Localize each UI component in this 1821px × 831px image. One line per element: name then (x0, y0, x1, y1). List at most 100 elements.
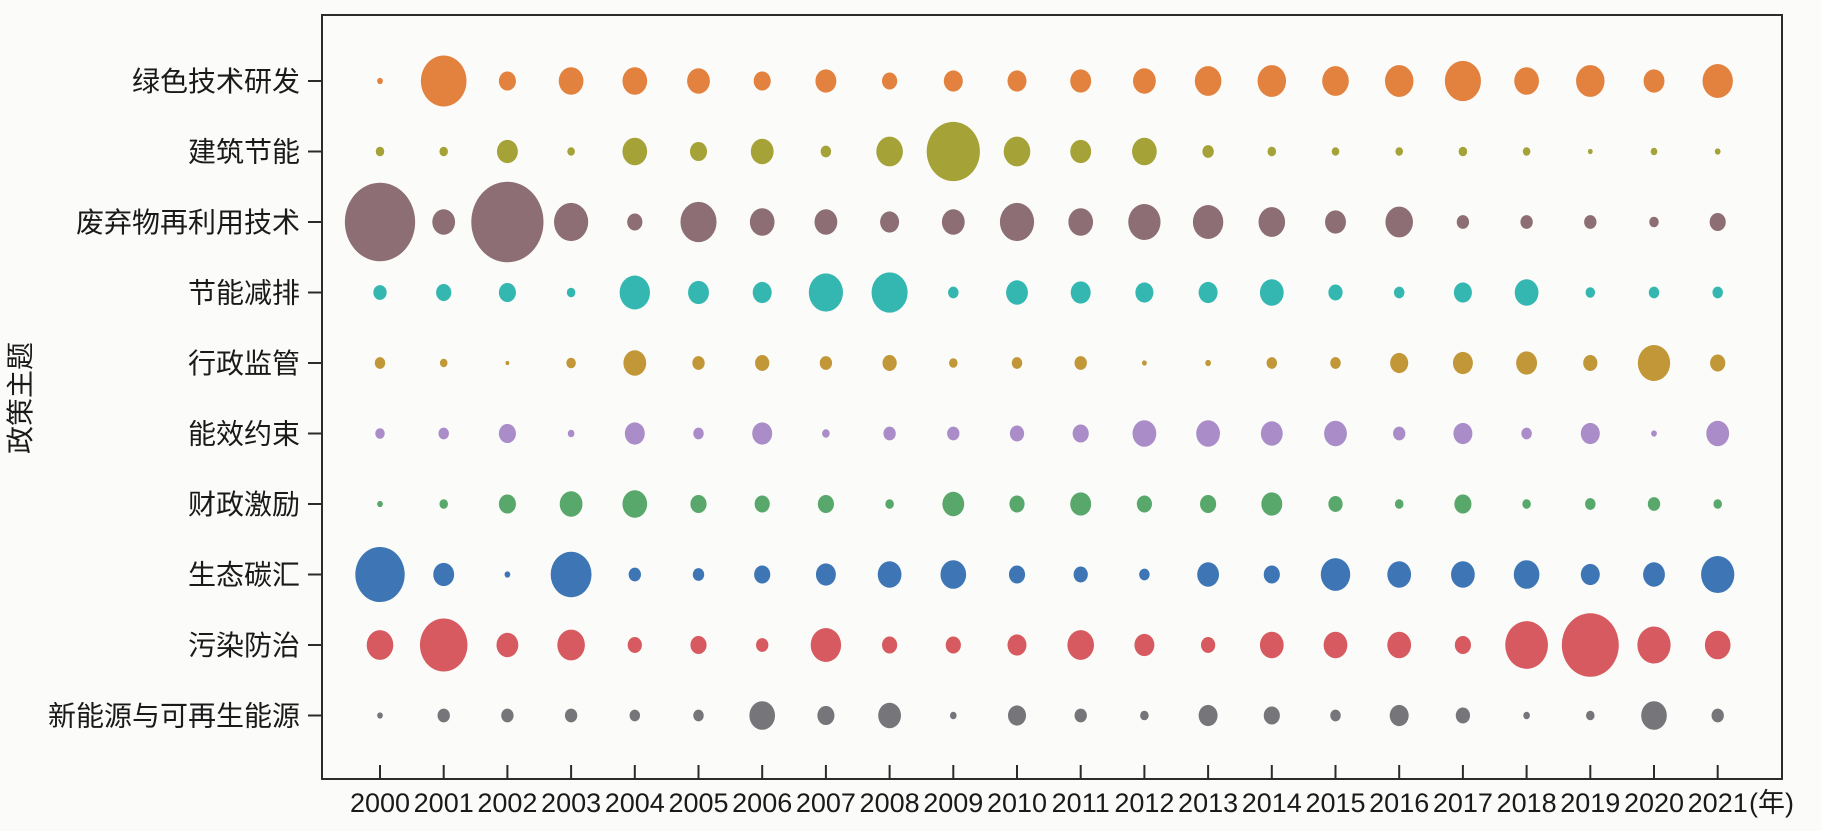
bubble (1580, 563, 1600, 586)
bubble (564, 708, 578, 723)
bubble (1584, 215, 1597, 229)
bubble (749, 208, 775, 236)
bubble (629, 709, 641, 722)
bubble (1585, 287, 1596, 298)
bubble (1266, 357, 1278, 369)
bubble (622, 490, 648, 518)
y-axis-labels: 绿色技术研发建筑节能废弃物再利用技术节能减排行政监管能效约束财政激励生态碳汇污染… (48, 66, 300, 732)
bubble (877, 561, 902, 588)
bubble (1134, 633, 1155, 657)
bubble (1070, 139, 1092, 164)
bubble (689, 141, 708, 162)
bubble (1585, 498, 1596, 510)
y-row-label: 建筑节能 (188, 137, 300, 168)
bubble (817, 494, 834, 514)
bubble (1521, 427, 1532, 440)
x-year-label: 2004 (605, 788, 665, 818)
bubble (878, 702, 901, 729)
bubble (1261, 492, 1283, 516)
bubble (949, 711, 957, 720)
bubble (1458, 146, 1468, 157)
bubble (1007, 634, 1027, 656)
bubble (693, 427, 704, 440)
bubble (940, 560, 967, 589)
bubble (377, 77, 383, 85)
bubble (1260, 421, 1283, 446)
bubble (1514, 279, 1539, 306)
bubble (1648, 286, 1660, 299)
bubble (817, 705, 835, 726)
bubble (567, 147, 575, 156)
bubble (1074, 356, 1087, 370)
bubble (623, 350, 647, 376)
bubble (1520, 215, 1533, 229)
bubble (949, 358, 958, 368)
bubble (1003, 136, 1031, 167)
bubble (1390, 352, 1409, 374)
bubble (926, 121, 980, 182)
bubble (1641, 701, 1667, 730)
x-axis-unit-label: (年) (1749, 788, 1794, 818)
bubble (690, 635, 707, 655)
bubble (1712, 286, 1723, 299)
bubble (819, 356, 833, 370)
bubble (438, 427, 449, 440)
bubble (1451, 561, 1475, 588)
bubble (880, 211, 900, 233)
x-year-label: 2002 (477, 788, 537, 818)
bubble (999, 202, 1035, 242)
bubble (1330, 357, 1341, 369)
bubble (1128, 203, 1161, 241)
bubble (755, 355, 770, 371)
bubble (566, 357, 576, 369)
bubble (498, 71, 516, 91)
bubble (1523, 711, 1530, 720)
bubble (377, 500, 383, 508)
bubble (554, 202, 589, 242)
bubble (1197, 562, 1220, 587)
bubble (1384, 65, 1414, 97)
bubble (1322, 66, 1349, 96)
bubble (692, 356, 705, 370)
bubble (680, 201, 717, 243)
bubble (419, 618, 468, 672)
bubble (1701, 555, 1735, 594)
bubble (754, 565, 771, 584)
bubble (1586, 710, 1595, 721)
bubble (627, 637, 642, 653)
bubble (1709, 212, 1726, 232)
x-year-label: 2016 (1369, 788, 1429, 818)
bubble (498, 282, 516, 303)
bubble (947, 426, 960, 441)
bubble (690, 494, 707, 514)
bubble (1505, 621, 1548, 669)
bubble (1394, 499, 1404, 509)
bubble (1453, 422, 1473, 445)
bubble (948, 286, 959, 299)
y-row-label: 财政激励 (188, 489, 300, 520)
bubble (1194, 66, 1222, 96)
bubble (550, 551, 592, 598)
x-year-label: 2011 (1052, 788, 1110, 818)
bubble (1522, 147, 1531, 156)
x-axis-ticks (379, 765, 1719, 779)
y-row-label: 节能减排 (188, 278, 300, 309)
bubble (1142, 360, 1147, 366)
bubble (1198, 704, 1218, 727)
bubble (1325, 210, 1346, 234)
bubble (1320, 558, 1351, 591)
bubble (756, 638, 769, 652)
bubble (1456, 215, 1470, 229)
bubble (808, 273, 844, 312)
bubble (1522, 499, 1531, 509)
bubble (1258, 207, 1286, 237)
bubble (439, 358, 448, 368)
bubble (1706, 420, 1730, 447)
bubble (1135, 282, 1154, 303)
bubble (1643, 562, 1665, 587)
bubble (1704, 630, 1731, 660)
bubble (1455, 707, 1471, 724)
bubble (375, 428, 385, 439)
bubble (1205, 359, 1211, 367)
